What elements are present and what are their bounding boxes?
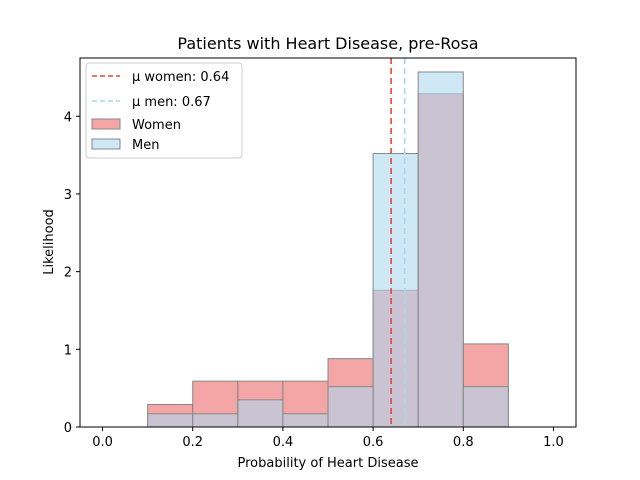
bar-men-8 xyxy=(462,386,509,428)
x-axis-label: Probability of Heart Disease xyxy=(238,456,419,471)
legend-swatch-men xyxy=(91,138,121,150)
legend-label-mean-men: μ men: 0.67 xyxy=(132,95,211,110)
legend-swatch-women xyxy=(91,118,121,130)
plot-frame xyxy=(79,57,577,428)
y-axis-ticks: 0 1 2 3 4 xyxy=(64,110,80,436)
x-tick-label: 1.0 xyxy=(543,435,564,450)
y-tick-label: 1 xyxy=(64,343,72,358)
y-tick-label: 0 xyxy=(64,421,72,436)
legend-box xyxy=(85,62,243,159)
x-tick-label: 0.6 xyxy=(363,435,384,450)
x-tick-label: 0.0 xyxy=(92,435,113,450)
legend-label-mean-women: μ women: 0.64 xyxy=(132,70,229,85)
x-axis-ticks: 0.0 0.2 0.4 0.6 0.8 1.0 xyxy=(92,427,564,450)
bar-men-4 xyxy=(282,413,329,428)
x-tick-label: 0.4 xyxy=(273,435,294,450)
y-tick-label: 4 xyxy=(64,110,72,125)
x-tick-label: 0.8 xyxy=(453,435,474,450)
bar-men-7 xyxy=(417,71,464,428)
bar-men-6 xyxy=(372,153,419,428)
y-axis-label: Likelihood xyxy=(42,209,57,275)
bars-men xyxy=(147,71,509,428)
legend-label-men: Men xyxy=(132,138,159,153)
bar-men-3 xyxy=(237,399,284,428)
y-tick-label: 2 xyxy=(64,266,72,281)
legend-label-women: Women xyxy=(132,118,181,133)
bar-men-2 xyxy=(192,413,239,428)
chart-title: Patients with Heart Disease, pre-Rosa xyxy=(177,34,478,53)
bar-men-5 xyxy=(327,386,374,428)
y-tick-label: 3 xyxy=(64,188,72,203)
x-tick-label: 0.2 xyxy=(182,435,203,450)
legend: μ women: 0.64 μ men: 0.67 Women Men xyxy=(85,62,243,159)
mean-lines xyxy=(390,58,406,427)
bar-men-1 xyxy=(147,413,194,428)
